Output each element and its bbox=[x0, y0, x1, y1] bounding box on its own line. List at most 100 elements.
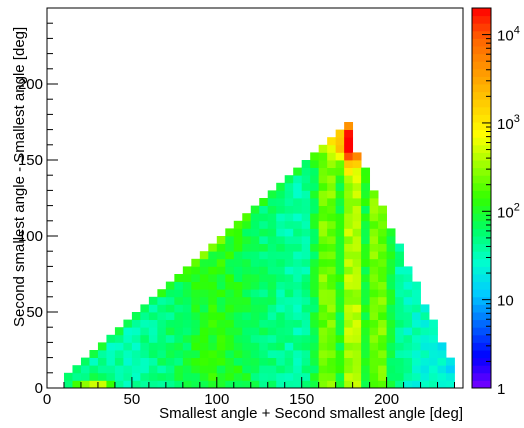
heatmap-cell bbox=[216, 372, 226, 381]
heatmap-cell bbox=[182, 312, 192, 320]
heatmap-cell bbox=[157, 365, 167, 374]
heatmap-cell bbox=[267, 213, 277, 222]
heatmap-cell bbox=[386, 304, 396, 313]
heatmap-cell bbox=[182, 365, 192, 374]
heatmap-cell bbox=[293, 175, 303, 184]
heatmap-cell bbox=[301, 289, 311, 298]
heatmap-cell bbox=[318, 258, 328, 267]
heatmap-cell bbox=[412, 350, 421, 358]
heatmap-cell bbox=[208, 365, 218, 374]
heatmap-cell bbox=[140, 350, 150, 358]
colorbar-swatch bbox=[472, 38, 491, 47]
heatmap-cell bbox=[259, 304, 269, 313]
heatmap-cell bbox=[327, 236, 337, 244]
heatmap-cell bbox=[89, 357, 99, 366]
heatmap-cell bbox=[131, 312, 141, 320]
heatmap-cell bbox=[429, 380, 438, 389]
colorbar: 1 10 102 103 104 bbox=[471, 7, 520, 398]
heatmap-cell bbox=[208, 251, 218, 260]
heatmap-cell bbox=[403, 281, 413, 290]
heatmap-cell bbox=[165, 319, 175, 328]
heatmap-cell bbox=[335, 281, 345, 290]
heatmap-cell bbox=[114, 357, 124, 366]
heatmap-cell bbox=[140, 334, 150, 343]
y-axis-label: Second smallest angle - Smallest angle [… bbox=[11, 27, 28, 327]
heatmap-cell bbox=[335, 274, 345, 282]
heatmap-cell bbox=[284, 198, 294, 206]
heatmap-cell bbox=[259, 220, 269, 229]
heatmap-cell bbox=[97, 342, 107, 351]
heatmap-cell bbox=[293, 357, 303, 366]
heatmap-cell bbox=[369, 312, 379, 320]
heatmap-cell bbox=[327, 167, 337, 176]
heatmap-cell bbox=[378, 213, 387, 222]
heatmap-cell bbox=[80, 372, 90, 381]
heatmap-cell bbox=[335, 266, 345, 275]
heatmap-cell bbox=[386, 327, 396, 336]
heatmap-cell bbox=[395, 357, 404, 366]
heatmap-cell bbox=[191, 372, 201, 381]
heatmap-cell bbox=[386, 319, 396, 328]
heatmap-cell bbox=[318, 236, 328, 244]
heatmap-cell bbox=[420, 372, 430, 381]
heatmap-cell bbox=[208, 304, 218, 313]
heatmap-cell bbox=[403, 312, 413, 320]
heatmap-cell bbox=[284, 296, 294, 305]
heatmap-cell bbox=[208, 266, 218, 275]
heatmap-cell bbox=[276, 236, 286, 244]
heatmap-cell bbox=[233, 266, 243, 275]
heatmap-cell bbox=[250, 266, 260, 275]
heatmap-cell bbox=[395, 243, 404, 252]
heatmap-cell bbox=[378, 357, 387, 366]
heatmap-cell bbox=[318, 205, 328, 214]
heatmap-cell bbox=[361, 342, 371, 351]
heatmap-cell bbox=[148, 357, 158, 366]
heatmap-cell bbox=[191, 312, 201, 320]
heatmap-cell bbox=[276, 213, 286, 222]
heatmap-cell bbox=[233, 274, 243, 282]
heatmap-cell bbox=[148, 312, 158, 320]
heatmap-cell bbox=[403, 296, 413, 305]
heatmap-cell bbox=[259, 281, 269, 290]
heatmap-cell bbox=[199, 334, 209, 343]
heatmap-cell bbox=[259, 350, 269, 358]
heatmap-cell bbox=[250, 258, 260, 267]
heatmap-cell bbox=[386, 372, 396, 381]
heatmap-cell bbox=[191, 342, 201, 351]
heatmap-cell bbox=[301, 350, 311, 358]
heatmap-cell bbox=[318, 175, 328, 184]
heatmap-cell bbox=[97, 350, 107, 358]
heatmap-cell bbox=[327, 304, 337, 313]
heatmap-cell bbox=[250, 281, 260, 290]
heatmap-cell bbox=[369, 213, 379, 222]
heatmap-cell bbox=[131, 334, 141, 343]
x-tick-label: 200 bbox=[374, 391, 399, 408]
heatmap-cell bbox=[140, 319, 150, 328]
heatmap-cell bbox=[378, 380, 387, 389]
heatmap-cell bbox=[276, 380, 286, 389]
heatmap-cell bbox=[131, 380, 141, 389]
y-tick-label: 150 bbox=[18, 152, 43, 169]
heatmap-cell bbox=[395, 334, 404, 343]
heatmap-cell bbox=[225, 243, 235, 252]
heatmap-cell bbox=[335, 236, 345, 244]
heatmap-cell bbox=[352, 220, 362, 229]
heatmap-cell bbox=[250, 274, 260, 282]
heatmap-cell bbox=[140, 327, 150, 336]
heatmap-cell bbox=[216, 342, 226, 351]
colorbar-swatch bbox=[472, 357, 491, 366]
heatmap-cell bbox=[310, 266, 320, 275]
heatmap-cell bbox=[352, 319, 362, 328]
heatmap-cell bbox=[284, 342, 294, 351]
heatmap-cell bbox=[378, 274, 387, 282]
y-tick-label: 50 bbox=[26, 304, 43, 321]
colorbar-tick-label: 102 bbox=[497, 201, 520, 221]
heatmap-cell bbox=[352, 243, 362, 252]
heatmap-cell bbox=[259, 236, 269, 244]
colorbar-swatch bbox=[472, 342, 491, 351]
heatmap-cell bbox=[131, 350, 141, 358]
heatmap-cell bbox=[276, 312, 286, 320]
heatmap-cell bbox=[267, 258, 277, 267]
heatmap-cell bbox=[301, 342, 311, 351]
